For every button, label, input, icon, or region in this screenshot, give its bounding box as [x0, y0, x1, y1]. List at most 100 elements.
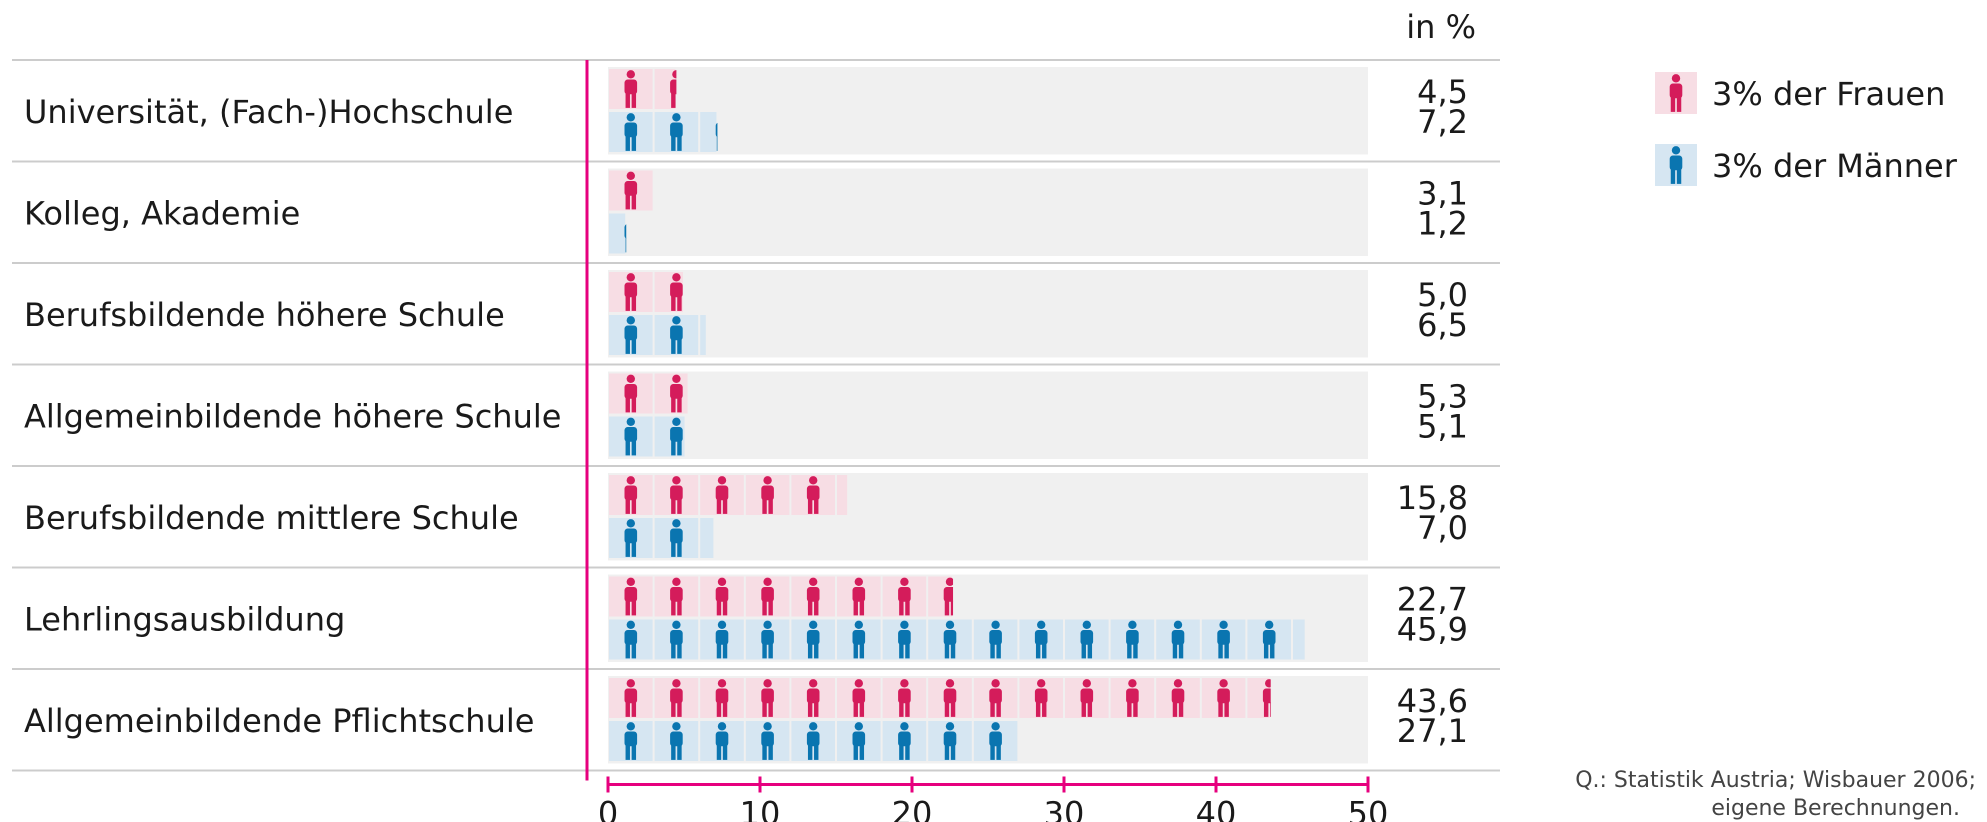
male-bar-icon-cell [700, 619, 744, 660]
female-bar-icon-cell [791, 475, 835, 515]
male-value-label: 45,9 [1397, 611, 1468, 649]
x-tick-label: 0 [598, 795, 618, 822]
male-bar-icon-cell [1201, 619, 1246, 660]
female-bar-icon-cell [973, 678, 1018, 718]
female-bar-icon-cell [928, 678, 972, 718]
person-icon [1034, 620, 1048, 659]
female-value-label: 15,8 [1397, 479, 1468, 517]
person-icon [1126, 620, 1139, 659]
legend-label: 3% der Männer [1712, 147, 1958, 185]
male-bar-icon-cell [609, 619, 653, 660]
person-icon [670, 577, 683, 616]
female-bar-icon-cell [837, 678, 881, 718]
person-icon [1080, 679, 1094, 717]
person-icon [761, 679, 774, 717]
person-icon [670, 316, 683, 354]
male-value-label: 1,2 [1417, 205, 1468, 243]
female-bar-icon-cell [791, 678, 835, 718]
male-bar-icon-cell [1156, 619, 1200, 660]
person-icon [761, 577, 774, 616]
female-bar-icon-cell [1156, 678, 1200, 718]
category-label: Kolleg, Akademie [24, 194, 300, 232]
chart-row: Allgemeinbildende Pflichtschule 43,627,1 [12, 668, 1500, 764]
person-icon [715, 122, 718, 151]
male-bar-icon-cell [609, 112, 653, 152]
legend-item: 3% der Männer [1655, 144, 1958, 186]
category-label: Allgemeinbildende Pflichtschule [24, 702, 534, 740]
person-icon [806, 679, 820, 717]
male-value-label: 7,2 [1417, 103, 1468, 141]
person-icon [624, 620, 638, 659]
female-bar-icon-cell [882, 678, 927, 718]
male-bar-icon-cell [882, 721, 927, 761]
male-bar-icon-cell [745, 721, 790, 761]
legend-label: 3% der Frauen [1712, 75, 1945, 113]
female-bar-icon-cell [609, 678, 653, 718]
chart-row: Berufsbildende mittlere Schule 15,87,0 [12, 465, 1500, 561]
person-icon [715, 679, 729, 717]
male-bar-icon-cell [700, 315, 706, 355]
male-bar-icon-cell [837, 721, 881, 761]
person-icon [761, 620, 774, 659]
female-bar-icon-cell [837, 475, 848, 515]
male-bar-icon-cell [745, 619, 790, 660]
female-bar-icon-cell [928, 576, 954, 617]
female-bar-icon-cell [654, 475, 699, 515]
person-icon [670, 374, 683, 413]
person-icon [670, 620, 683, 659]
female-bar-icon-cell [654, 69, 677, 109]
male-value-label: 6,5 [1417, 306, 1468, 344]
row-background [608, 168, 1368, 256]
female-bar-icon-cell [1247, 678, 1271, 718]
person-icon [624, 722, 638, 760]
female-bar-icon-cell [609, 576, 653, 617]
male-bar-icon-cell [1065, 619, 1109, 660]
chart-row: Allgemeinbildende höhere Schule 5,35,1 [12, 363, 1500, 459]
female-bar-icon-cell [609, 272, 653, 312]
person-icon [943, 620, 957, 659]
female-bar-icon-cell [700, 576, 744, 617]
female-bar-icon-cell [791, 576, 835, 617]
category-label: Universität, (Fach-)Hochschule [24, 93, 513, 131]
female-bar-icon-cell [745, 678, 790, 718]
female-value-label: 43,6 [1397, 682, 1468, 720]
person-icon [943, 577, 954, 616]
female-bar-icon-cell [609, 69, 653, 109]
category-label: Allgemeinbildende höhere Schule [24, 397, 561, 435]
x-tick-label: 50 [1348, 795, 1389, 822]
male-value-label: 7,0 [1417, 509, 1468, 547]
person-icon [1080, 620, 1094, 659]
person-icon [989, 620, 1002, 659]
male-bar-icon-cell [654, 416, 685, 457]
person-icon [670, 519, 683, 557]
male-bar-icon-cell [654, 518, 699, 558]
person-icon [670, 273, 683, 311]
female-bar-icon-cell [745, 475, 790, 515]
female-bar-icon-cell [882, 576, 927, 617]
male-bar-icon-cell [1019, 619, 1063, 660]
person-icon [715, 577, 729, 616]
person-icon [624, 224, 627, 253]
female-bar-icon-cell [1065, 678, 1109, 718]
male-bar-icon-cell [973, 721, 1018, 761]
category-label: Berufsbildende höhere Schule [24, 296, 505, 334]
source-line-1: Q.: Statistik Austria; Wisbauer 2006; [1575, 768, 1976, 793]
person-icon [852, 722, 866, 760]
person-icon [852, 577, 866, 616]
male-bar-icon-cell [791, 619, 835, 660]
female-value-label: 22,7 [1397, 581, 1468, 619]
female-bar-icon-cell [700, 678, 744, 718]
male-bar-icon-cell [700, 721, 744, 761]
person-icon [1669, 74, 1683, 112]
x-tick-label: 10 [740, 795, 781, 822]
female-bar-icon-cell [1110, 678, 1155, 718]
person-icon [715, 620, 729, 659]
female-bar-icon-cell [654, 272, 683, 312]
female-value-label: 3,1 [1417, 175, 1468, 213]
female-value-label: 5,0 [1417, 276, 1468, 314]
person-icon [852, 620, 866, 659]
chart-row: Berufsbildende höhere Schule 5,06,5 [12, 262, 1500, 358]
person-icon [1669, 146, 1683, 184]
female-bar-icon-cell [837, 576, 881, 617]
male-bar-icon-cell [1110, 619, 1155, 660]
